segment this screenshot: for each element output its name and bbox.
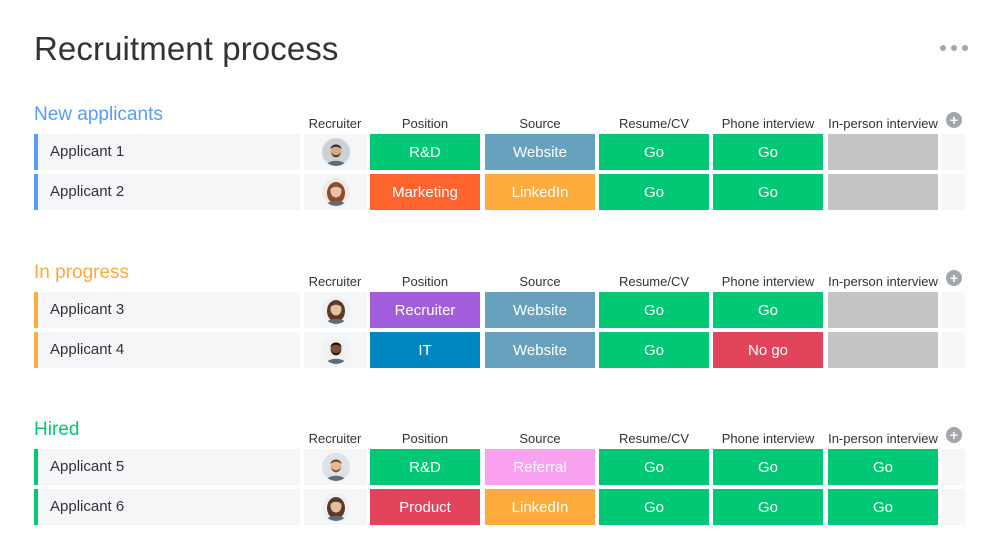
phone-status[interactable]: Go	[713, 292, 823, 328]
item-name-cell[interactable]: Applicant 5	[34, 449, 300, 485]
group-title[interactable]: Hired	[34, 419, 80, 440]
column-header[interactable]: Phone interview	[721, 274, 815, 289]
inperson-status[interactable]	[828, 292, 938, 328]
table-row: Applicant 2 Marketing LinkedIn Go Go	[0, 174, 1001, 210]
source-status[interactable]: LinkedIn	[485, 174, 595, 210]
resume-status[interactable]: Go	[599, 174, 709, 210]
item-name: Applicant 5	[50, 458, 125, 475]
column-header[interactable]: In-person interview	[828, 116, 938, 131]
item-name-cell[interactable]: Applicant 2	[34, 174, 300, 210]
add-column-icon[interactable]: +	[946, 427, 962, 443]
item-name: Applicant 4	[50, 341, 125, 358]
item-name: Applicant 3	[50, 301, 125, 318]
column-header[interactable]: Resume/CV	[618, 431, 690, 446]
resume-status[interactable]: Go	[599, 489, 709, 525]
table-row: Applicant 6 Product LinkedIn Go Go Go	[0, 489, 1001, 525]
recruiter-cell[interactable]	[304, 174, 367, 210]
group-title[interactable]: New applicants	[34, 104, 163, 125]
row-tail	[942, 332, 965, 368]
recruiter-cell[interactable]	[304, 449, 367, 485]
source-status[interactable]: Referral	[485, 449, 595, 485]
row-tail	[942, 134, 965, 170]
source-status[interactable]: LinkedIn	[485, 489, 595, 525]
position-status[interactable]: R&D	[370, 449, 480, 485]
column-header[interactable]: Recruiter	[308, 274, 362, 289]
resume-status[interactable]: Go	[599, 134, 709, 170]
position-status[interactable]: Product	[370, 489, 480, 525]
avatar	[321, 178, 350, 206]
group: In progress Recruiter Position Source Resume…	[0, 262, 1001, 382]
avatar	[321, 453, 350, 481]
column-header[interactable]: Phone interview	[721, 431, 815, 446]
recruiter-cell[interactable]	[304, 332, 367, 368]
column-header[interactable]: Resume/CV	[618, 274, 690, 289]
page-title: Recruitment process	[34, 30, 339, 67]
phone-status[interactable]: Go	[713, 489, 823, 525]
inperson-status[interactable]	[828, 134, 938, 170]
column-header[interactable]: Position	[401, 431, 449, 446]
item-name-cell[interactable]: Applicant 3	[34, 292, 300, 328]
recruiter-cell[interactable]	[304, 134, 367, 170]
avatar	[321, 138, 350, 166]
position-status[interactable]: IT	[370, 332, 480, 368]
column-header[interactable]: In-person interview	[828, 274, 938, 289]
column-header[interactable]: Recruiter	[308, 431, 362, 446]
position-status[interactable]: Marketing	[370, 174, 480, 210]
inperson-status[interactable]: Go	[828, 489, 938, 525]
recruiter-cell[interactable]	[304, 292, 367, 328]
column-header[interactable]: Recruiter	[308, 116, 362, 131]
column-header[interactable]: In-person interview	[828, 431, 938, 446]
item-name-cell[interactable]: Applicant 6	[34, 489, 300, 525]
phone-status[interactable]: Go	[713, 174, 823, 210]
resume-status[interactable]: Go	[599, 332, 709, 368]
phone-status[interactable]: No go	[713, 332, 823, 368]
item-name-cell[interactable]: Applicant 1	[34, 134, 300, 170]
inperson-status[interactable]	[828, 332, 938, 368]
row-tail	[942, 174, 965, 210]
column-header[interactable]: Source	[519, 116, 561, 131]
column-header[interactable]: Source	[519, 274, 561, 289]
group-title[interactable]: In progress	[34, 262, 130, 283]
table-row: Applicant 1 R&D Website Go Go	[0, 134, 1001, 170]
phone-status[interactable]: Go	[713, 449, 823, 485]
recruiter-cell[interactable]	[304, 489, 367, 525]
position-status[interactable]: R&D	[370, 134, 480, 170]
column-header[interactable]: Position	[401, 116, 449, 131]
column-header[interactable]: Resume/CV	[618, 116, 690, 131]
source-status[interactable]: Website	[485, 332, 595, 368]
position-status[interactable]: Recruiter	[370, 292, 480, 328]
table-row: Applicant 4 IT Website Go No go	[0, 332, 1001, 368]
row-tail	[942, 489, 965, 525]
source-status[interactable]: Website	[485, 292, 595, 328]
inperson-status[interactable]	[828, 174, 938, 210]
avatar	[321, 336, 350, 364]
avatar	[321, 296, 350, 324]
column-header[interactable]: Source	[519, 431, 561, 446]
more-options-icon[interactable]	[940, 40, 968, 56]
row-tail	[942, 292, 965, 328]
column-header[interactable]: Position	[401, 274, 449, 289]
group: New applicants Recruiter Position Source Res…	[0, 104, 1001, 224]
row-tail	[942, 449, 965, 485]
resume-status[interactable]: Go	[599, 292, 709, 328]
inperson-status[interactable]: Go	[828, 449, 938, 485]
item-name: Applicant 6	[50, 498, 125, 515]
item-name: Applicant 1	[50, 143, 125, 160]
add-column-icon[interactable]: +	[946, 112, 962, 128]
column-header[interactable]: Phone interview	[721, 116, 815, 131]
table-row: Applicant 5 R&D Referral Go Go Go	[0, 449, 1001, 485]
add-column-icon[interactable]: +	[946, 270, 962, 286]
avatar	[321, 493, 350, 521]
source-status[interactable]: Website	[485, 134, 595, 170]
phone-status[interactable]: Go	[713, 134, 823, 170]
item-name-cell[interactable]: Applicant 4	[34, 332, 300, 368]
table-row: Applicant 3 Recruiter Website Go Go	[0, 292, 1001, 328]
resume-status[interactable]: Go	[599, 449, 709, 485]
item-name: Applicant 2	[50, 183, 125, 200]
group: Hired Recruiter Position Source Resume/CV Pho…	[0, 419, 1001, 539]
